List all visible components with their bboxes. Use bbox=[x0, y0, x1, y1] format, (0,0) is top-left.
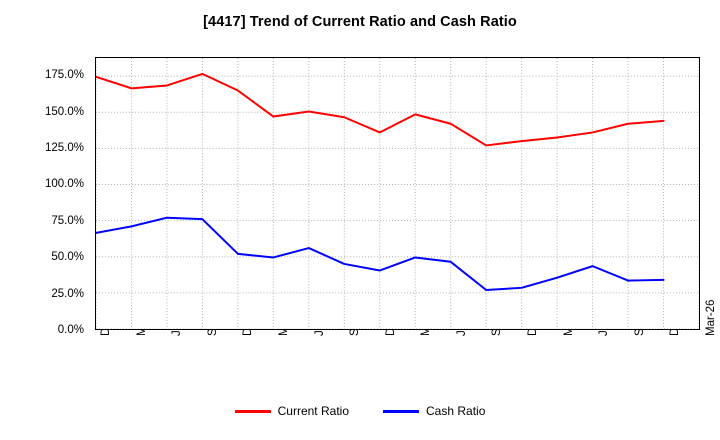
y-axis-tick-label: 150.0% bbox=[44, 105, 84, 118]
grid-lines bbox=[96, 58, 699, 329]
legend-color-swatch bbox=[234, 409, 271, 413]
series-line-1 bbox=[96, 216, 665, 291]
chart-title: [4417] Trend of Current Ratio and Cash R… bbox=[203, 14, 517, 30]
legend-item[interactable]: Current Ratio bbox=[234, 404, 349, 418]
x-axis-tick-label: Mar-26 bbox=[705, 299, 717, 336]
y-axis-tick-label: 0.0% bbox=[57, 324, 84, 336]
chart-legend: Current Ratio Cash Ratio bbox=[0, 404, 720, 418]
y-axis-tick-label: 175.0% bbox=[44, 69, 84, 82]
series-line-0 bbox=[96, 72, 665, 147]
y-axis-tick-label: 100.0% bbox=[44, 178, 84, 191]
y-axis-tick-label: 75.0% bbox=[51, 214, 84, 227]
y-axis-tick-label: 125.0% bbox=[44, 142, 84, 154]
y-axis-tick-label: 25.0% bbox=[51, 287, 84, 300]
legend-color-swatch bbox=[383, 409, 419, 413]
legend-label: Cash Ratio bbox=[426, 404, 486, 418]
legend-label: Current Ratio bbox=[277, 404, 349, 418]
plot-area bbox=[95, 57, 700, 330]
legend-item[interactable]: Cash Ratio bbox=[383, 404, 485, 418]
y-axis-tick-label: 50.0% bbox=[51, 251, 84, 264]
series-lines bbox=[96, 72, 665, 291]
